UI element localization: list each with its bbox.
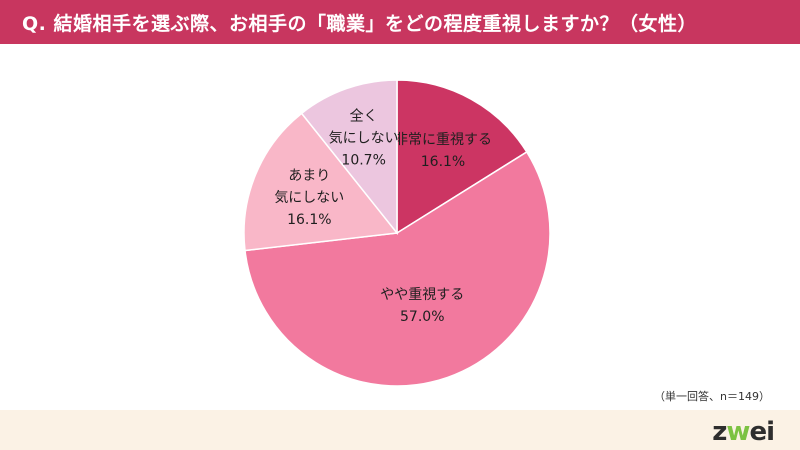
pie-slice-somewhat-important	[244, 150, 551, 387]
slice-label-somewhat-important: やや重視する 57.0%	[380, 287, 464, 325]
question-title: Q. 結婚相手を選ぶ際、お相手の「職業」をどの程度重視しますか？（女性）	[22, 12, 697, 35]
pie-chart-svg: 非常に重視する 16.1%やや重視する 57.0%あまり気にしない 16.1%全く気に…	[243, 79, 551, 387]
question-header: Q. 結婚相手を選ぶ際、お相手の「職業」をどの程度重視しますか？（女性）	[0, 0, 800, 44]
slice-text-somewhat-important: やや重視する	[380, 287, 464, 303]
slice-value-not-at-all: 10.7%	[341, 153, 385, 169]
pie-chart: 非常に重視する 16.1% やや重視する 57.0% あまり気にしない 16.1% 全く気に…	[0, 44, 800, 410]
slice-label-very-important: 非常に重視する 16.1%	[394, 132, 492, 170]
sample-note: （単一回答、n＝149）	[654, 390, 770, 403]
footer-band	[0, 410, 800, 450]
slice-text-not-much: あまり	[288, 168, 330, 184]
logo-mark: w	[726, 417, 750, 447]
slice-text-not-at-all: 気にしない	[329, 131, 399, 147]
pie-slice-not-much	[243, 112, 399, 252]
zwei-logo: zwei	[712, 417, 775, 447]
slice-label-not-much: あまり気にしない 16.1%	[274, 168, 344, 228]
logo-text-end: ei	[749, 417, 775, 447]
slice-text-very-important: 非常に重視する	[394, 132, 492, 148]
slice-label-not-at-all: 全く気にしない 10.7%	[329, 108, 399, 169]
pie-slice-very-important	[396, 79, 528, 235]
slice-value-somewhat-important: 57.0%	[400, 309, 444, 325]
logo-text-start: z	[712, 417, 727, 447]
slice-value-not-much: 16.1%	[287, 212, 331, 228]
pie-slice-not-at-all	[300, 79, 398, 236]
slice-text-not-much: 気にしない	[274, 190, 344, 206]
slice-text-not-at-all: 全く	[350, 108, 378, 125]
slice-value-very-important: 16.1%	[421, 154, 465, 170]
